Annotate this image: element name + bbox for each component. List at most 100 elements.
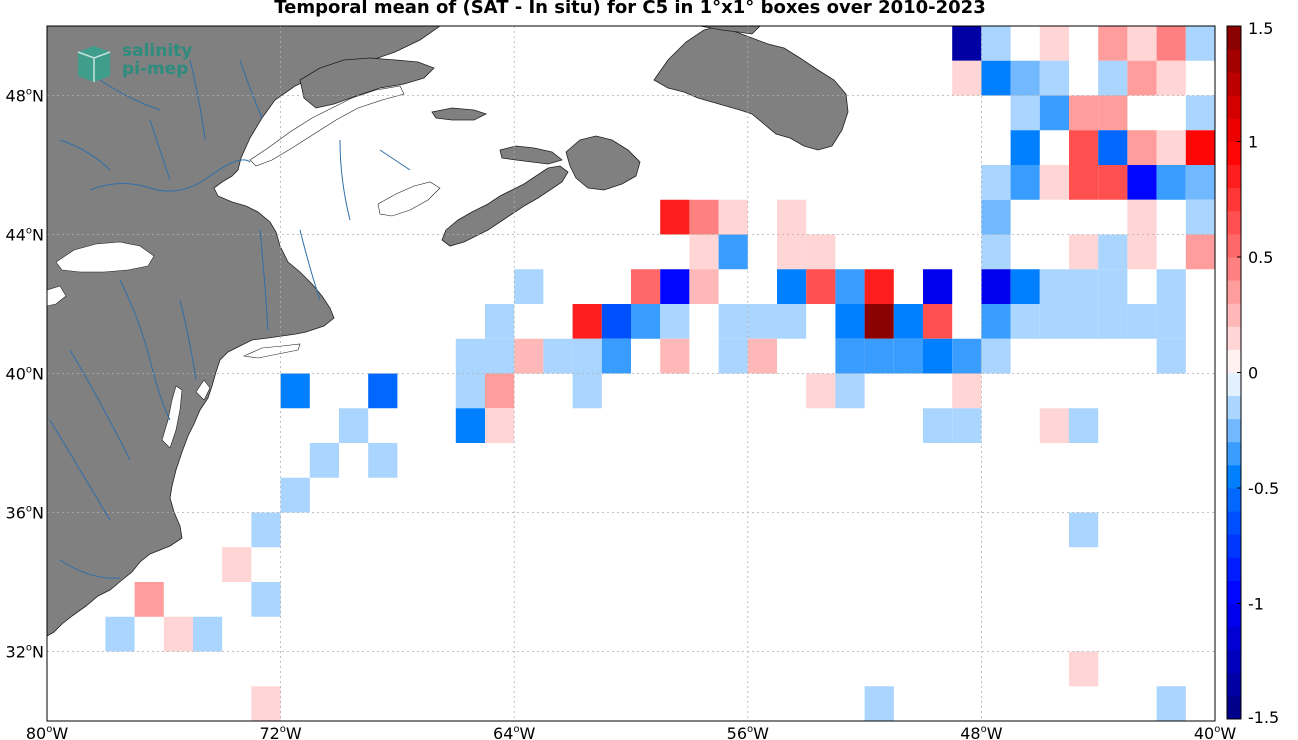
data-cell [1156,165,1186,200]
colorbar-segment [1227,695,1241,720]
colorbar-segment [1227,187,1241,212]
logo-mark-icon [77,46,111,82]
data-cell [718,304,748,339]
st-lawrence-estuary [249,85,405,167]
colorbar-tick-label: 0.5 [1248,248,1273,267]
colorbar-segment [1227,349,1241,373]
data-cell [952,26,982,61]
data-cell [1039,408,1069,443]
data-cell [1156,130,1186,165]
data-cell [1069,130,1099,165]
data-cell [1069,269,1099,304]
delaware-bay [195,379,211,401]
colorbar-segment [1227,649,1241,674]
data-cell [1039,95,1069,131]
longitude-tick-label: 48oW [960,724,1002,740]
data-cell [1098,304,1128,339]
data-cell [660,269,690,304]
data-cell [835,338,865,374]
data-cell [1098,95,1128,131]
bay-of-fundy [377,181,441,217]
chesapeake-bay [161,385,183,449]
colorbar-segment [1227,26,1241,50]
data-cell [485,338,515,374]
data-cell [601,338,631,374]
latitude-tick-label: 44oN [6,226,44,245]
data-cell [1010,130,1040,165]
data-cell [981,199,1011,235]
longitude-tick-label: 80oW [26,724,68,740]
data-cell [689,269,719,304]
data-cell [864,269,894,304]
lake-ontario [55,241,155,273]
data-cell [455,408,485,443]
data-cell [1127,26,1157,61]
land [47,26,849,637]
data-cell [981,165,1011,200]
inland-water [47,85,441,449]
data-cell [777,234,807,270]
data-cell [1010,95,1040,131]
data-cell [1010,60,1040,96]
data-cell [163,616,193,652]
longitude-tick-label: 64oW [493,724,535,740]
data-cell [1156,26,1186,61]
land-pei [499,145,563,165]
land-cape-breton [565,135,641,191]
colorbar-segment [1227,672,1241,697]
colorbar-segment [1227,141,1241,166]
colorbar-segment [1227,49,1241,73]
data-cell [1127,304,1157,339]
colorbar-segment [1227,603,1241,628]
data-cell [1098,60,1128,96]
longitude-tick-label: 40oW [1194,724,1236,740]
data-cell [1069,408,1099,443]
colorbar-segment [1227,464,1241,489]
data-cell [660,338,690,374]
land-north-america [47,26,441,637]
data-cell [981,269,1011,304]
data-cell [718,234,748,270]
data-cell [1156,338,1186,374]
data-cell [339,408,369,443]
lake-erie [47,285,67,307]
plot-frame [46,25,1216,722]
data-cell [1010,269,1040,304]
data-cell [1098,234,1128,270]
data-cell [1185,26,1215,61]
data-cell [280,477,310,513]
data-cell [689,234,719,270]
data-cell [1069,651,1099,687]
latitude-tick-label: 36oN [6,504,44,523]
colorbar-segment [1227,441,1241,466]
data-cell [222,547,252,582]
colorbar-segment [1227,233,1241,258]
data-cell [572,373,602,409]
colorbar-segment [1227,164,1241,189]
data-cell [1127,60,1157,96]
colorbar-segment [1227,534,1241,558]
latitude-tick-label: 48oN [6,87,44,106]
data-cell [806,234,836,270]
data-cell [1039,269,1069,304]
data-cell [543,338,573,374]
colorbar-segment [1227,488,1241,512]
data-cell [660,304,690,339]
data-cell [952,60,982,96]
data-cell [514,269,544,304]
data-cell [1185,130,1215,165]
colorbar-tick-label: 1.5 [1248,19,1273,38]
data-cell [923,269,953,304]
data-cell [952,373,982,409]
colorbar-tick-label: -0.5 [1248,479,1279,498]
data-cell [1156,60,1186,96]
data-cell [1039,26,1069,61]
data-cell [835,304,865,339]
data-cell [747,338,777,374]
colorbar-tick-label: 1 [1248,133,1258,152]
colorbar-segment [1227,72,1241,96]
data-cell [981,60,1011,96]
data-cell [1069,95,1099,131]
colorbar-segment [1227,626,1241,651]
